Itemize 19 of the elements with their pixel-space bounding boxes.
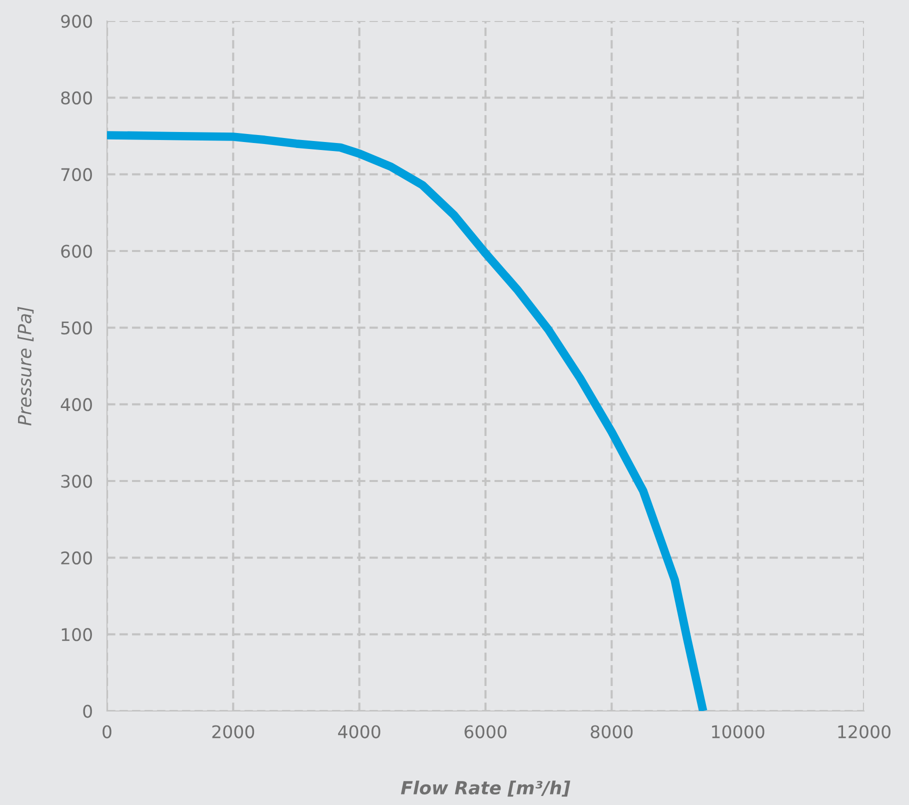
y-tick-label: 900 bbox=[61, 14, 92, 28]
y-tick-label: 300 bbox=[61, 474, 92, 488]
y-tick-label: 200 bbox=[61, 551, 92, 565]
y-tick-label: 400 bbox=[60, 398, 92, 412]
x-tick-label: 8000 bbox=[590, 725, 633, 738]
y-tick-label: 500 bbox=[61, 321, 92, 335]
y-axis-title: Pressure [Pa] bbox=[18, 306, 34, 426]
y-tick-label: 600 bbox=[61, 244, 92, 258]
x-tick-label: 2000 bbox=[212, 725, 254, 738]
x-axis-title: Flow Rate [m³/h] bbox=[400, 780, 570, 797]
y-tick-label: 0 bbox=[83, 704, 92, 718]
x-tick-label: 0 bbox=[102, 725, 112, 738]
y-tick-label: 100 bbox=[62, 628, 92, 642]
y-tick-label: 800 bbox=[61, 91, 92, 105]
x-tick-label: 4000 bbox=[338, 725, 380, 738]
x-tick-label: 12000 bbox=[838, 725, 890, 738]
x-tick-label: 10000 bbox=[712, 725, 764, 738]
y-tick-label: 700 bbox=[61, 168, 92, 182]
x-tick-label: 6000 bbox=[464, 725, 506, 738]
